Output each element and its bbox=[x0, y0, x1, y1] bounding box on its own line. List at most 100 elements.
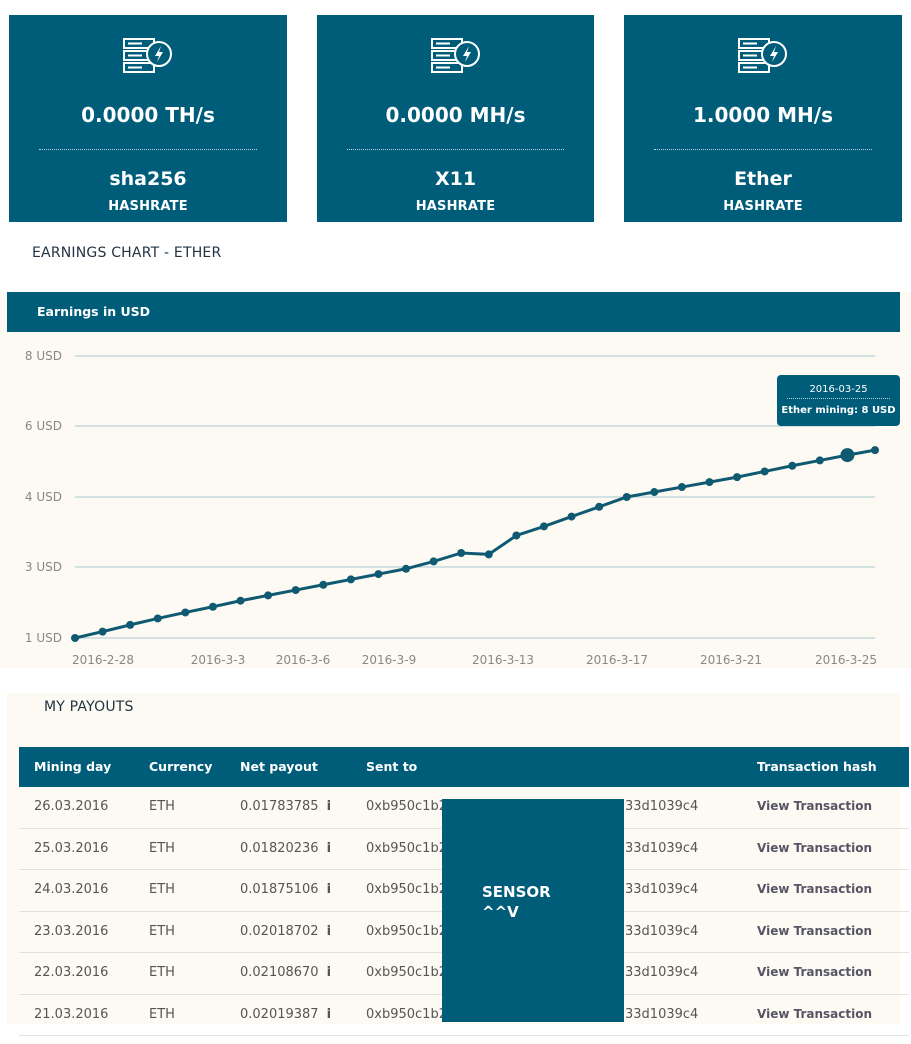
data-point[interactable] bbox=[71, 634, 79, 642]
hashrate-value: 0.0000 TH/s bbox=[81, 103, 215, 127]
info-icon[interactable]: i bbox=[326, 882, 332, 897]
info-icon[interactable]: i bbox=[326, 923, 332, 939]
card-divider bbox=[347, 149, 564, 150]
mining-day-cell: 23.03.2016 bbox=[34, 923, 109, 939]
algorithm-name: X11 bbox=[434, 168, 477, 190]
data-point[interactable] bbox=[457, 549, 466, 557]
mining-day-cell: 21.03.2016 bbox=[34, 1006, 109, 1022]
sent-to-suffix-cell: 33d1039c4 bbox=[625, 923, 699, 939]
y-tick-label: 3 USD bbox=[25, 560, 62, 574]
net-payout-cell: 0.02108670 bbox=[240, 965, 319, 980]
data-point[interactable] bbox=[98, 627, 107, 636]
data-point[interactable] bbox=[539, 522, 548, 531]
earnings-line-chart: 1 USD 3 USD 4 USD 6 USD 8 USD 2016-2-28 2016-3… bbox=[25, 349, 879, 667]
table-row: 26.03.2016 ETH 0.01783785 i 0xb950c1b2 33d103… bbox=[19, 787, 909, 829]
censor-line-2: ^^V bbox=[482, 903, 519, 921]
info-icon[interactable]: i bbox=[326, 965, 332, 980]
x-tick-label: 2016-3-3 bbox=[191, 653, 245, 667]
data-point[interactable] bbox=[622, 493, 631, 501]
data-point[interactable] bbox=[374, 570, 383, 579]
col-currency[interactable]: Currency bbox=[149, 759, 213, 774]
data-point[interactable] bbox=[567, 512, 576, 521]
data-point[interactable] bbox=[291, 586, 300, 595]
table-header: Mining day Currency Net payout Sent to T… bbox=[19, 747, 909, 787]
mining-day-cell: 24.03.2016 bbox=[34, 882, 109, 897]
data-point[interactable] bbox=[319, 580, 328, 589]
data-point[interactable] bbox=[650, 488, 659, 497]
tooltip-value: Ether mining: 8 USD bbox=[781, 405, 896, 416]
data-point[interactable] bbox=[677, 483, 686, 492]
data-point[interactable] bbox=[512, 531, 521, 540]
data-point[interactable] bbox=[126, 620, 135, 629]
net-payout-wrap: 0.02108670 i bbox=[240, 965, 331, 980]
data-point[interactable] bbox=[264, 591, 273, 600]
net-payout-cell: 0.01875106 bbox=[240, 882, 319, 897]
view-transaction-link[interactable]: View Transaction bbox=[757, 1006, 873, 1021]
data-point[interactable] bbox=[760, 467, 769, 476]
data-point[interactable] bbox=[815, 456, 824, 465]
mining-day-cell: 25.03.2016 bbox=[34, 840, 109, 856]
data-point[interactable] bbox=[236, 596, 245, 605]
data-point[interactable] bbox=[840, 448, 855, 463]
view-transaction-link[interactable]: View Transaction bbox=[757, 923, 873, 938]
hashrate-value: 0.0000 MH/s bbox=[385, 103, 526, 127]
hashrate-label: HASHRATE bbox=[108, 199, 188, 214]
col-sent-to[interactable]: Sent to bbox=[366, 759, 418, 774]
info-icon[interactable]: i bbox=[326, 840, 332, 856]
data-point[interactable] bbox=[208, 602, 217, 611]
x-tick-label: 2016-3-21 bbox=[700, 653, 762, 667]
info-icon[interactable]: i bbox=[326, 1006, 332, 1022]
view-transaction-link[interactable]: View Transaction bbox=[757, 840, 873, 855]
data-point[interactable] bbox=[181, 608, 190, 617]
col-transaction-hash[interactable]: Transaction hash bbox=[757, 759, 877, 774]
data-point[interactable] bbox=[153, 614, 162, 623]
data-point[interactable] bbox=[484, 550, 493, 559]
net-payout-wrap: 0.01820236 i bbox=[240, 841, 331, 856]
tooltip-date: 2016-03-25 bbox=[809, 384, 868, 395]
currency-cell: ETH bbox=[149, 799, 175, 814]
hashrate-value: 1.0000 MH/s bbox=[693, 103, 833, 127]
col-mining-day[interactable]: Mining day bbox=[34, 759, 112, 774]
server-bolt-icon bbox=[738, 38, 787, 73]
chart-panel-title: Earnings in USD bbox=[7, 292, 900, 332]
data-point[interactable] bbox=[595, 502, 604, 511]
x-tick-label: 2016-3-25 bbox=[815, 653, 877, 667]
net-payout-wrap: 0.01783785 i bbox=[240, 799, 331, 814]
currency-cell: ETH bbox=[149, 923, 175, 939]
x-tick-label: 2016-3-6 bbox=[276, 653, 330, 667]
x-tick-label: 2016-3-13 bbox=[472, 653, 534, 667]
data-point[interactable] bbox=[788, 461, 797, 470]
censor-block: SENSOR ^^V bbox=[442, 799, 624, 1022]
y-tick-label: 1 USD bbox=[25, 631, 62, 645]
sent-to-suffix-cell: 33d1039c4 bbox=[625, 840, 699, 856]
table-row: 22.03.2016 ETH 0.02108670 i 0xb950c1b2 33d103… bbox=[19, 953, 909, 995]
algorithm-name: sha256 bbox=[109, 168, 187, 190]
data-point[interactable] bbox=[346, 575, 355, 584]
y-tick-label: 6 USD bbox=[25, 419, 62, 433]
data-point[interactable] bbox=[402, 564, 411, 573]
view-transaction-link[interactable]: View Transaction bbox=[757, 965, 873, 979]
hashrate-label: HASHRATE bbox=[415, 199, 496, 214]
sent-to-suffix-cell: 33d1039c4 bbox=[625, 882, 699, 897]
tooltip-divider bbox=[787, 398, 890, 399]
data-point[interactable] bbox=[429, 557, 438, 566]
net-payout-wrap: 0.02019387 i bbox=[240, 1007, 331, 1022]
payouts-table: Mining day Currency Net payout Sent to T… bbox=[19, 747, 909, 1036]
server-bolt-icon bbox=[430, 38, 480, 73]
view-transaction-link[interactable]: View Transaction bbox=[757, 882, 873, 896]
mining-day-cell: 26.03.2016 bbox=[34, 799, 109, 814]
mining-day-cell: 22.03.2016 bbox=[34, 965, 109, 980]
view-transaction-link[interactable]: View Transaction bbox=[757, 799, 873, 813]
data-point[interactable] bbox=[705, 478, 714, 487]
sent-to-cell: 0xb950c1b2 bbox=[366, 799, 447, 814]
sent-to-suffix-cell: 33d1039c4 bbox=[625, 1006, 699, 1022]
col-net-payout[interactable]: Net payout bbox=[240, 759, 318, 774]
sent-to-cell: 0xb950c1b2 bbox=[366, 1006, 447, 1022]
earnings-section-title: EARNINGS CHART - ETHER bbox=[32, 245, 222, 261]
net-payout-cell: 0.01820236 bbox=[240, 840, 319, 856]
data-point[interactable] bbox=[871, 446, 879, 455]
card-divider bbox=[39, 149, 257, 150]
data-point[interactable] bbox=[733, 473, 742, 482]
info-icon[interactable]: i bbox=[326, 799, 332, 814]
